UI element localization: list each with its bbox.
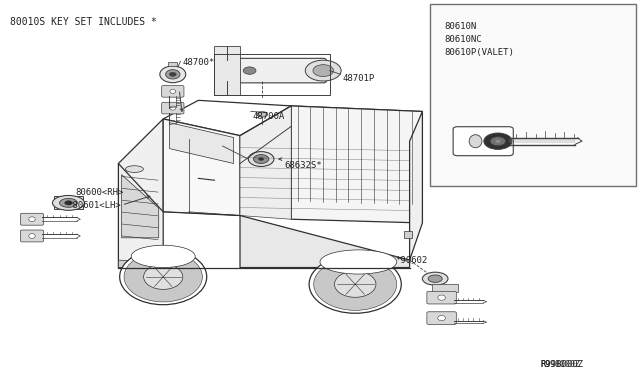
Circle shape [259, 158, 264, 161]
Ellipse shape [29, 217, 35, 222]
Ellipse shape [428, 275, 442, 282]
Text: 80600<RH>: 80600<RH> [76, 187, 124, 197]
Circle shape [313, 65, 333, 77]
Ellipse shape [469, 135, 482, 148]
Circle shape [253, 155, 269, 164]
Ellipse shape [314, 258, 397, 310]
Circle shape [484, 133, 512, 150]
Ellipse shape [422, 272, 448, 285]
Bar [404, 231, 412, 238]
Text: 48701P: 48701P [342, 74, 374, 83]
Polygon shape [240, 215, 410, 267]
FancyBboxPatch shape [427, 312, 456, 324]
Ellipse shape [335, 271, 376, 297]
Polygon shape [240, 106, 422, 141]
Ellipse shape [131, 245, 195, 267]
Ellipse shape [320, 250, 397, 274]
FancyBboxPatch shape [453, 127, 513, 156]
Bar [54, 196, 83, 209]
Text: 48700A: 48700A [253, 112, 285, 121]
Circle shape [243, 67, 256, 74]
Ellipse shape [170, 89, 175, 93]
Bar [168, 62, 177, 66]
Ellipse shape [257, 112, 268, 117]
Circle shape [490, 137, 506, 146]
Polygon shape [410, 112, 422, 260]
Polygon shape [163, 100, 301, 136]
Text: R998000Z: R998000Z [541, 360, 584, 369]
Text: 80610NC: 80610NC [445, 35, 483, 44]
Polygon shape [291, 106, 422, 223]
Text: *80601<LH>: *80601<LH> [67, 201, 121, 210]
Polygon shape [118, 260, 163, 267]
Ellipse shape [124, 252, 202, 302]
Circle shape [248, 152, 274, 167]
Ellipse shape [143, 264, 183, 289]
Ellipse shape [52, 195, 84, 210]
FancyBboxPatch shape [162, 86, 184, 97]
Polygon shape [240, 106, 291, 219]
Ellipse shape [170, 106, 175, 110]
Polygon shape [118, 119, 163, 227]
Text: *90602: *90602 [396, 256, 428, 265]
Circle shape [495, 140, 500, 143]
Text: 80610N: 80610N [445, 22, 477, 31]
Text: 80610P(VALET): 80610P(VALET) [445, 48, 515, 57]
Ellipse shape [120, 249, 207, 305]
Circle shape [170, 72, 176, 76]
Ellipse shape [29, 234, 35, 238]
FancyBboxPatch shape [427, 291, 456, 304]
Polygon shape [118, 164, 163, 267]
Ellipse shape [60, 198, 77, 207]
Ellipse shape [160, 66, 186, 83]
Circle shape [305, 60, 341, 81]
Ellipse shape [309, 255, 401, 313]
Bar [430, 4, 636, 186]
Text: 68632S*: 68632S* [285, 161, 323, 170]
Polygon shape [163, 119, 240, 215]
Polygon shape [170, 123, 234, 164]
Text: 80010S KEY SET INCLUDES *: 80010S KEY SET INCLUDES * [10, 17, 156, 27]
Ellipse shape [166, 70, 180, 79]
Bar [214, 46, 240, 95]
Text: 48700*: 48700* [182, 58, 214, 67]
Ellipse shape [438, 295, 445, 300]
Circle shape [65, 201, 72, 205]
FancyBboxPatch shape [162, 102, 184, 114]
FancyBboxPatch shape [224, 58, 326, 83]
Text: R998000Z: R998000Z [541, 360, 581, 369]
Polygon shape [122, 174, 159, 238]
Ellipse shape [438, 315, 445, 321]
Bar [214, 54, 330, 95]
Bar [432, 284, 458, 292]
Ellipse shape [125, 166, 143, 172]
FancyBboxPatch shape [20, 230, 44, 242]
FancyBboxPatch shape [20, 213, 44, 225]
